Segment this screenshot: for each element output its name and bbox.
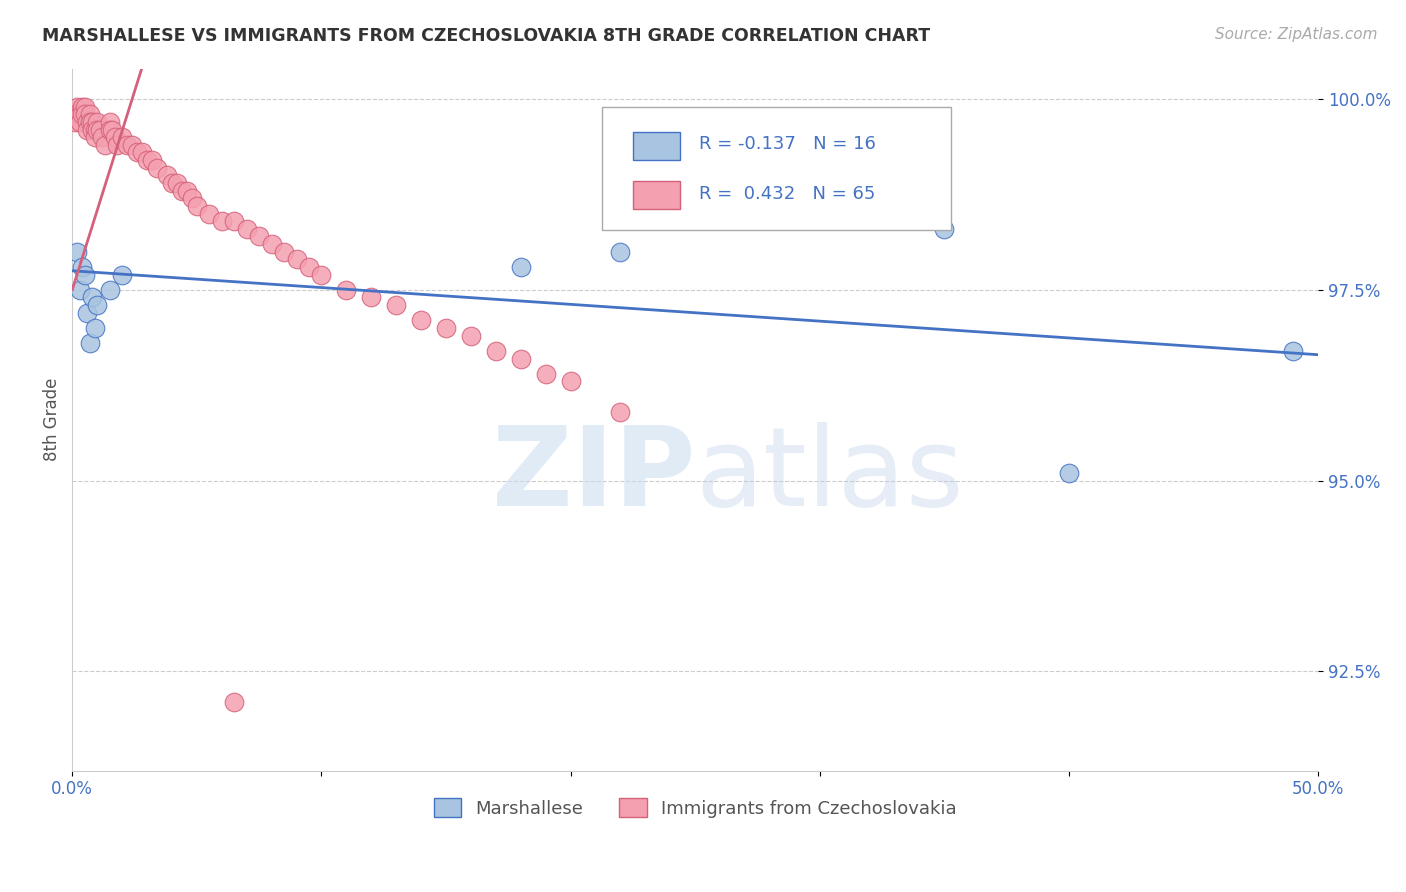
Point [82,122,104,136]
Point [411,313,433,327]
Point [79,336,101,351]
Point [86,122,108,136]
Point [70,107,93,121]
Point [111,268,134,282]
Point [560,375,582,389]
Point [156,169,179,183]
Text: atlas: atlas [695,422,963,529]
FancyBboxPatch shape [633,132,681,160]
Point [91,130,114,145]
Point [311,268,333,282]
Point [69,283,91,297]
Legend: Marshallese, Immigrants from Czechoslovakia: Marshallese, Immigrants from Czechoslova… [426,791,963,825]
Point [335,283,357,297]
Point [93,137,115,152]
Point [89,122,111,136]
Text: R = -0.137   N = 16: R = -0.137 N = 16 [699,136,876,153]
Point [73,268,96,282]
Point [98,115,121,129]
Point [198,206,221,220]
Point [98,283,121,297]
Point [98,122,121,136]
Point [83,130,105,145]
Point [534,367,557,381]
Point [1282,343,1305,358]
Point [146,161,169,175]
Point [131,145,153,160]
Point [111,130,134,145]
Point [186,199,208,213]
Point [115,137,138,152]
Point [298,260,321,274]
Point [83,122,105,136]
Point [125,145,148,160]
Point [86,115,108,129]
Point [247,229,270,244]
Point [224,214,246,228]
Point [136,153,159,167]
Point [235,222,257,236]
Point [166,176,188,190]
Point [66,244,89,259]
Text: R =  0.432   N = 65: R = 0.432 N = 65 [699,185,876,202]
Point [66,107,89,121]
Point [69,115,91,129]
Point [509,351,531,366]
Point [76,115,98,129]
Point [260,237,283,252]
Text: ZIP: ZIP [492,422,695,529]
Point [160,176,183,190]
Point [460,328,482,343]
Point [70,260,93,274]
Point [79,107,101,121]
Y-axis label: 8th Grade: 8th Grade [44,378,60,461]
Point [76,122,98,136]
Point [73,107,96,121]
Point [76,306,98,320]
Point [101,122,124,136]
Point [82,291,104,305]
Point [180,191,202,205]
Point [73,100,96,114]
Point [609,405,631,419]
Point [509,260,531,274]
Point [83,321,105,335]
Point [285,252,308,267]
Point [434,321,457,335]
Point [66,100,89,114]
Point [63,115,86,129]
Point [82,115,104,129]
Text: Source: ZipAtlas.com: Source: ZipAtlas.com [1215,27,1378,42]
Point [63,107,86,121]
Point [141,153,163,167]
Point [121,137,143,152]
Point [104,130,127,145]
Point [79,115,101,129]
Point [360,291,382,305]
Point [485,343,508,358]
FancyBboxPatch shape [602,107,950,230]
Point [176,184,198,198]
FancyBboxPatch shape [633,181,681,209]
Point [609,244,631,259]
Point [934,222,956,236]
Point [1057,466,1080,480]
Point [224,695,246,709]
Point [211,214,233,228]
Point [70,100,93,114]
Point [86,298,108,312]
Point [273,244,295,259]
Point [69,107,91,121]
Point [105,137,128,152]
Point [170,184,193,198]
Point [385,298,408,312]
Text: MARSHALLESE VS IMMIGRANTS FROM CZECHOSLOVAKIA 8TH GRADE CORRELATION CHART: MARSHALLESE VS IMMIGRANTS FROM CZECHOSLO… [42,27,931,45]
